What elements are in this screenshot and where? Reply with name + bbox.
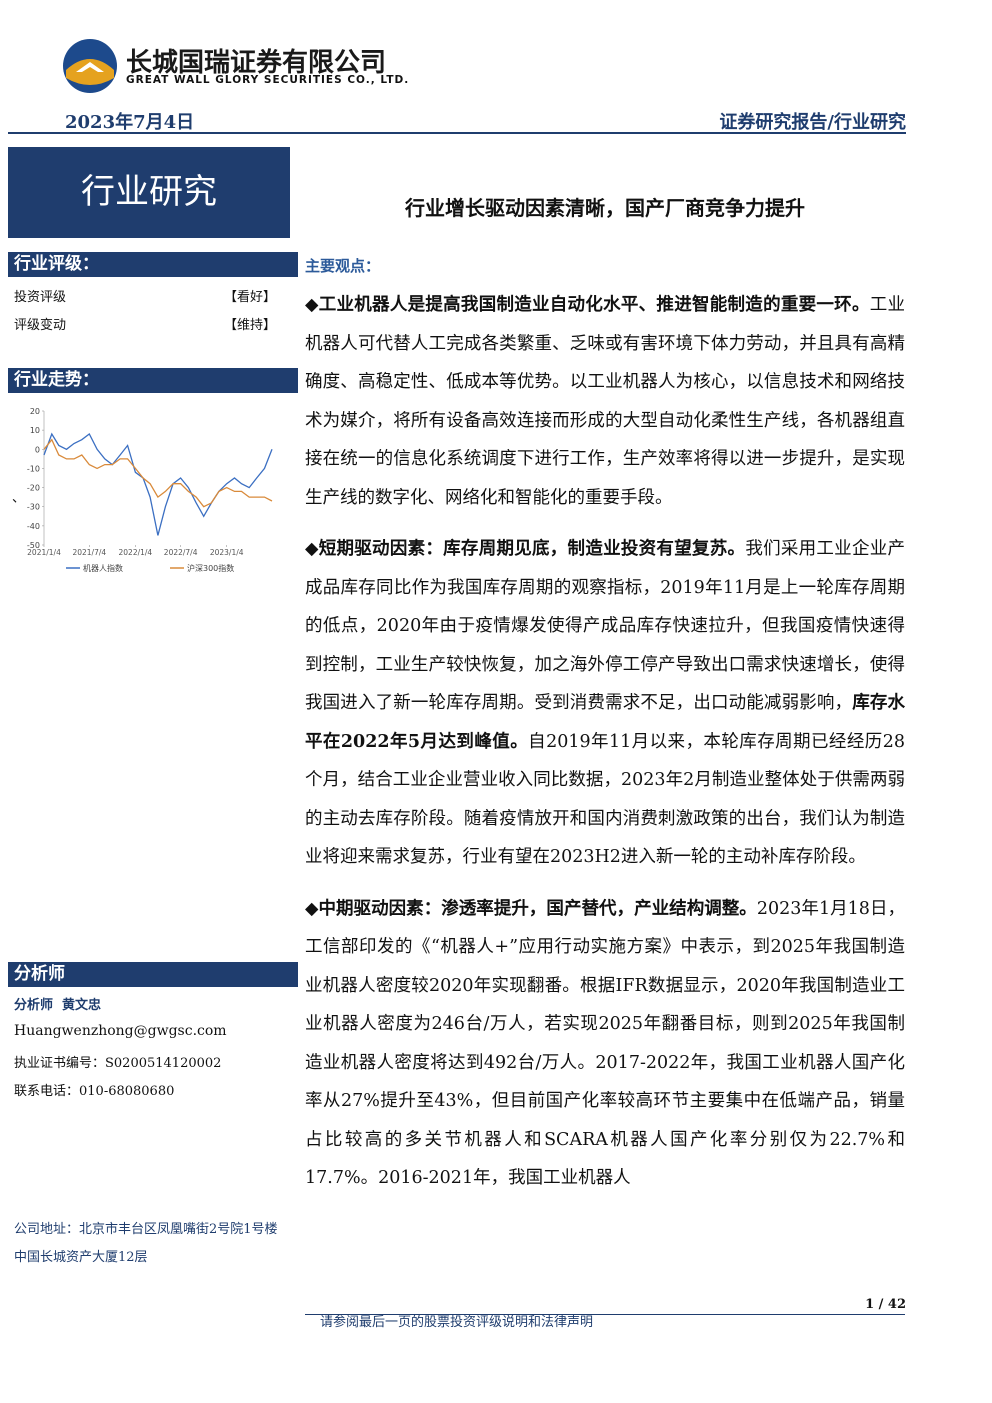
series-line <box>43 438 273 508</box>
rating-label: 评级变动 <box>14 318 67 333</box>
analyst-phone: 联系电话：010-68080680 <box>14 1084 175 1099</box>
y-tick-label: -30 <box>27 503 40 512</box>
analyst-heading: 分析师 <box>8 962 298 987</box>
series-line <box>43 432 273 536</box>
page-number: 1 / 42 <box>865 1297 906 1312</box>
text: 工业机器人可代替人工完成各类繁重、乏味或有害环境下体力劳动，并且具有高精确度、高… <box>305 295 905 508</box>
x-tick-label: 2021/1/4 <box>27 548 61 557</box>
analyst-name: 分析师 黄文忠 <box>14 998 102 1013</box>
bold-text: ◆短期驱动因素：库存周期见底，制造业投资有望复苏。 <box>305 539 746 559</box>
company-cn: 长城国瑞证券有限公司 <box>126 48 387 78</box>
trend-heading: 行业走势： <box>8 368 298 393</box>
main-text: ◆工业机器人是提高我国制造业自动化水平、推进智能制造的重要一环。工业机器人可代替… <box>305 286 905 1286</box>
text: 2023年1月18日，工信部印发的《“机器人+”应用行动实施方案》中表示，到20… <box>305 898 905 1189</box>
paragraph: ◆短期驱动因素：库存周期见底，制造业投资有望复苏。我们采用工业企业产成品库存同比… <box>305 530 905 877</box>
rating-value: 【维持】 <box>223 318 276 333</box>
text: 自2019年11月以来，本轮库存周期已经经历28个月，结合工业企业营业收入同比数… <box>305 731 905 868</box>
rating-heading: 行业评级： <box>8 252 298 277</box>
header-rule <box>8 132 906 134</box>
x-tick-label: 2022/1/4 <box>119 548 153 557</box>
date: 2023年7月4日 <box>65 112 195 133</box>
bold-text: 库存水平在2022年5月达到峰值。 <box>305 693 905 752</box>
analyst-license: 执业证书编号：S0200514120002 <box>14 1056 222 1071</box>
rating-value: 【看好】 <box>223 290 276 305</box>
bold-text: ◆工业机器人是提高我国制造业自动化水平、推进智能制造的重要一环。 <box>305 295 870 315</box>
stray-mark: 、 <box>12 491 26 506</box>
x-tick-label: 2021/7/4 <box>72 548 106 557</box>
company-address: 公司地址：北京市丰台区凤凰嘴街2号院1号楼中国长城资产大厦12层 <box>14 1222 278 1265</box>
y-tick-label: 20 <box>30 407 40 416</box>
y-tick-label: -50 <box>27 541 40 550</box>
paragraph: ◆工业机器人是提高我国制造业自动化水平、推进智能制造的重要一环。工业机器人可代替… <box>305 286 905 517</box>
rating-row: 投资评级 【看好】 <box>14 286 276 305</box>
y-tick-label: 10 <box>30 426 40 435</box>
rating-label: 投资评级 <box>14 290 67 305</box>
analyst-email: Huangwenzhong@gwgsc.com <box>14 1023 227 1039</box>
paragraph: ◆中期驱动因素：渗透率提升，国产替代，产业结构调整。2023年1月18日，工信部… <box>305 890 905 1198</box>
bold-text: ◆中期驱动因素：渗透率提升，国产替代，产业结构调整。 <box>305 898 757 919</box>
y-tick-label: -20 <box>27 484 40 493</box>
y-tick-label: -10 <box>27 464 40 473</box>
banner: 行业研究 <box>8 147 290 238</box>
y-tick-label: -40 <box>27 522 40 531</box>
legend-label: 沪深300指数 <box>187 563 234 573</box>
x-tick-label: 2023/1/4 <box>210 548 244 557</box>
x-tick-label: 2022/7/4 <box>164 548 198 557</box>
footer-rule <box>305 1314 905 1315</box>
logo <box>63 39 117 93</box>
y-tick-label: 0 <box>35 445 40 454</box>
disclaimer: 请参阅最后一页的股票投资评级说明和法律声明 <box>320 1315 594 1330</box>
main-points-heading: 主要观点： <box>305 257 381 275</box>
report-type: 证券研究报告/行业研究 <box>719 112 906 133</box>
rating-row: 评级变动 【维持】 <box>14 314 276 333</box>
legend-label: 机器人指数 <box>83 563 123 573</box>
company-en: GREAT WALL GLORY SECURITIES CO., LTD. <box>126 74 410 86</box>
report-title: 行业增长驱动因素清晰，国产厂商竞争力提升 <box>405 196 805 220</box>
text: 我们采用工业企业产成品库存同比作为我国库存周期的观察指标，2019年11月是上一… <box>305 539 905 713</box>
